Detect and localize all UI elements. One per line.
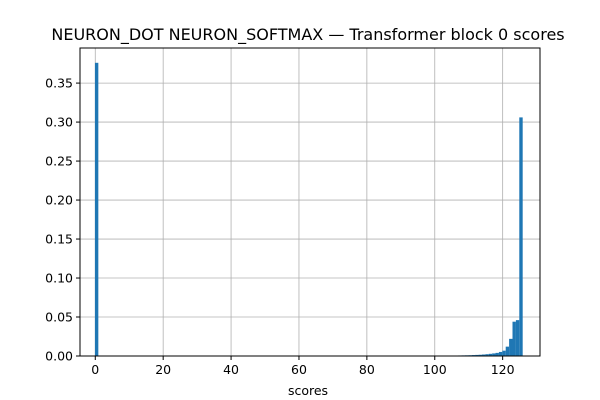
- histogram-bar: [502, 350, 506, 356]
- x-tick-label: 80: [359, 362, 375, 377]
- histogram-bar: [478, 354, 482, 356]
- y-tick-label: 0.25: [45, 154, 73, 169]
- y-tick-label: 0.35: [45, 76, 73, 91]
- x-axis-label: scores: [288, 383, 328, 398]
- x-tick-label: 20: [155, 362, 171, 377]
- y-axis: 0.00 0.05 0.10 0.15 0.20 0.25 0.30 0.35: [45, 76, 80, 364]
- y-tick-label: 0.00: [45, 349, 73, 364]
- y-tick-label: 0.15: [45, 232, 73, 247]
- histogram-bar: [515, 320, 520, 356]
- bars-group: [94, 62, 523, 357]
- y-tick-label: 0.30: [45, 115, 73, 130]
- x-tick-label: 0: [91, 362, 99, 377]
- y-tick-label: 0.10: [45, 271, 73, 286]
- plot-frame: [79, 47, 541, 357]
- x-tick-label: 40: [223, 362, 239, 377]
- x-tick-label: 120: [491, 362, 515, 377]
- histogram-bar: [492, 353, 496, 356]
- histogram-bar: [475, 354, 479, 356]
- histogram-bar: [495, 352, 499, 356]
- histogram-bar: [485, 354, 489, 356]
- histogram-bar: [481, 354, 486, 356]
- histogram-bar: [488, 353, 493, 356]
- x-tick-label: 60: [291, 362, 307, 377]
- histogram-bar: [94, 62, 99, 357]
- gridlines: [80, 48, 540, 357]
- chart-title: NEURON_DOT NEURON_SOFTMAX — Transformer …: [51, 25, 564, 45]
- x-tick-label: 100: [423, 362, 447, 377]
- histogram-bar: [505, 346, 510, 356]
- histogram-bar: [512, 321, 516, 356]
- y-tick-label: 0.20: [45, 193, 73, 208]
- y-tick-label: 0.05: [45, 310, 73, 325]
- x-axis: 0 20 40 60 80 100 120: [91, 356, 515, 377]
- histogram-bar: [498, 351, 503, 356]
- histogram-bar: [519, 117, 523, 357]
- histogram-bar: [509, 338, 513, 356]
